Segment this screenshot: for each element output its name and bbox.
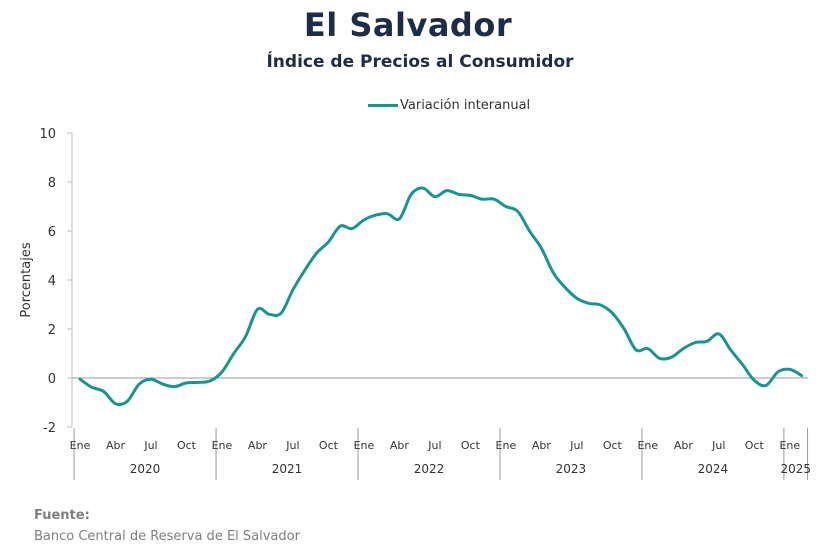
x-year-label: 2025 [780, 462, 811, 476]
x-month-label: Jul [143, 439, 157, 452]
y-tick-label: -2 [43, 421, 56, 436]
x-year-label: 2024 [698, 462, 729, 476]
x-month-label: Oct [319, 439, 339, 452]
chart-title: El Salvador [303, 6, 513, 44]
x-year-label: 2021 [272, 462, 303, 476]
y-tick-label: 10 [39, 127, 56, 142]
x-month-label: Abr [674, 439, 694, 452]
source-heading: Fuente: [34, 508, 90, 523]
x-year-label: 2022 [414, 462, 445, 476]
chart-subtitle: Índice de Precios al Consumidor [266, 52, 574, 72]
y-axis-label: Porcentajes [19, 242, 34, 317]
x-month-label: Oct [177, 439, 197, 452]
x-month-label: Ene [779, 439, 800, 452]
x-month-label: Abr [248, 439, 268, 452]
x-month-label: Oct [745, 439, 765, 452]
x-month-label: Oct [603, 439, 623, 452]
x-month-label: Ene [496, 439, 517, 452]
x-month-label: Abr [106, 439, 126, 452]
x-month-label: Jul [427, 439, 441, 452]
series-line [78, 186, 804, 407]
x-month-label: Abr [532, 439, 552, 452]
source-text: Banco Central de Reserva de El Salvador [34, 529, 300, 544]
x-month-label: Jul [711, 439, 725, 452]
x-month-label: Jul [285, 439, 299, 452]
x-month-label: Jul [569, 439, 583, 452]
x-month-label: Ene [70, 439, 91, 452]
y-tick-label: 4 [48, 274, 56, 289]
x-month-label: Ene [212, 439, 233, 452]
x-month-label: Ene [637, 439, 658, 452]
y-tick-label: 0 [48, 372, 56, 387]
x-month-label: Ene [354, 439, 375, 452]
x-year-label: 2023 [556, 462, 587, 476]
x-month-label: Oct [461, 439, 481, 452]
x-month-label: Abr [390, 439, 410, 452]
y-tick-label: 6 [48, 225, 56, 240]
legend-swatch [368, 103, 398, 107]
x-year-label: 2020 [130, 462, 161, 476]
y-tick-label: 8 [48, 176, 56, 191]
legend-label: Variación interanual [400, 97, 531, 113]
legend: Variación interanual [368, 96, 530, 114]
y-tick-label: 2 [48, 323, 56, 338]
